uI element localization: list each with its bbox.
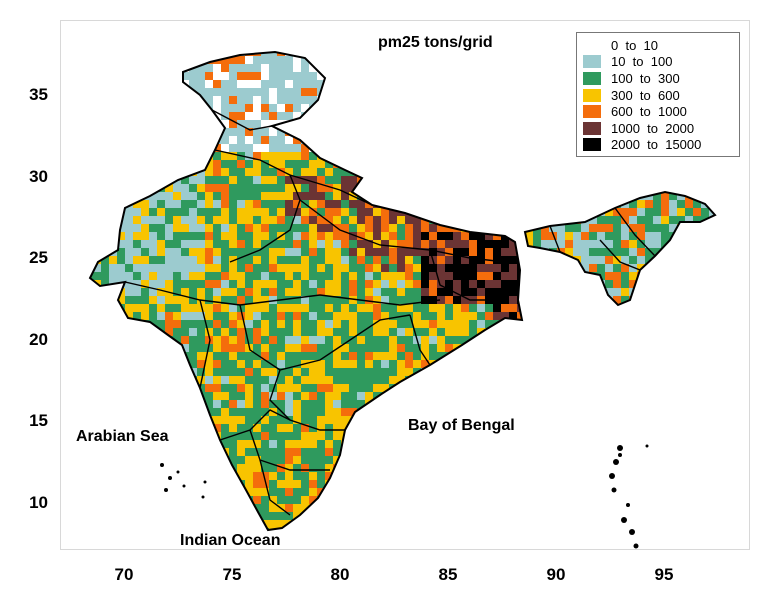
state-boundary: [124, 281, 441, 306]
island-mark: [164, 488, 168, 492]
legend-label: 100 to 300: [611, 70, 680, 86]
legend-swatch: [583, 55, 601, 69]
y-tick-label: 20: [29, 329, 48, 349]
legend-swatch: [583, 88, 601, 102]
islands-layer: [160, 444, 649, 549]
x-tick-label: 75: [222, 565, 242, 584]
legend-item: 100 to 300: [583, 70, 733, 87]
legend-swatch: [583, 121, 601, 135]
state-boundaries: [124, 109, 656, 516]
legend-swatch: [583, 105, 601, 119]
northeast-outline: [523, 190, 717, 307]
country-outline: [88, 50, 524, 532]
legend-swatch: [583, 38, 601, 52]
y-tick-label: 25: [29, 248, 48, 268]
island-mark: [176, 470, 180, 474]
island-mark: [617, 445, 623, 451]
island-mark: [621, 517, 627, 523]
legend-label: 10 to 100: [611, 54, 673, 70]
x-tick-label: 85: [438, 565, 458, 584]
y-tick-label: 30: [29, 166, 48, 186]
legend-item: 2000 to 15000: [583, 137, 733, 154]
state-boundary: [289, 174, 373, 206]
island-mark: [201, 495, 205, 499]
legend-label: 1000 to 2000: [611, 120, 695, 136]
y-tick-label: 35: [29, 85, 48, 104]
x-tick-label: 95: [654, 565, 674, 584]
state-boundary: [239, 304, 411, 371]
legend: 0 to 10 10 to 100 100 to 300 300 to 600 600 …: [576, 32, 740, 157]
state-boundary: [211, 109, 273, 131]
island-mark: [613, 459, 619, 465]
state-boundary: [429, 249, 500, 301]
island-mark: [633, 543, 639, 549]
island-mark: [629, 529, 635, 535]
island-mark: [611, 487, 617, 493]
legend-label: 600 to 1000: [611, 104, 687, 120]
legend-item: 10 to 100: [583, 54, 733, 71]
island-mark: [626, 503, 630, 507]
state-boundary: [249, 429, 330, 471]
x-tick-label: 90: [546, 565, 566, 584]
x-tick-label: 70: [114, 565, 134, 584]
island-mark: [182, 484, 186, 488]
legend-label: 2000 to 15000: [611, 137, 702, 153]
label-arabian-sea: Arabian Sea: [76, 428, 169, 445]
island-mark: [645, 444, 649, 448]
y-tick-label: 10: [29, 493, 48, 512]
state-boundary: [409, 314, 431, 366]
state-boundary: [599, 239, 641, 271]
state-boundary: [199, 299, 211, 389]
island-mark: [203, 480, 207, 484]
state-boundary: [259, 459, 291, 516]
island-mark: [609, 473, 615, 479]
label-bay-of-bengal: Bay of Bengal: [408, 417, 515, 434]
island-mark: [618, 453, 622, 457]
state-boundary: [614, 207, 656, 257]
legend-item: 300 to 600: [583, 87, 733, 104]
state-boundary: [549, 225, 561, 253]
legend-swatch: [583, 138, 601, 152]
label-indian-ocean: Indian Ocean: [180, 532, 281, 549]
legend-item: 1000 to 2000: [583, 120, 733, 137]
state-boundary: [219, 409, 291, 441]
state-boundary: [299, 199, 506, 263]
legend-label: 0 to 10: [611, 37, 658, 53]
island-mark: [168, 476, 172, 480]
x-tick-label: 80: [330, 565, 350, 584]
y-tick-label: 15: [29, 411, 48, 431]
legend-item: 0 to 10: [583, 37, 733, 54]
island-mark: [160, 463, 164, 467]
legend-label: 300 to 600: [611, 87, 680, 103]
legend-swatch: [583, 71, 601, 85]
map-title: pm25 tons/grid: [378, 34, 493, 51]
legend-item: 600 to 1000: [583, 103, 733, 120]
